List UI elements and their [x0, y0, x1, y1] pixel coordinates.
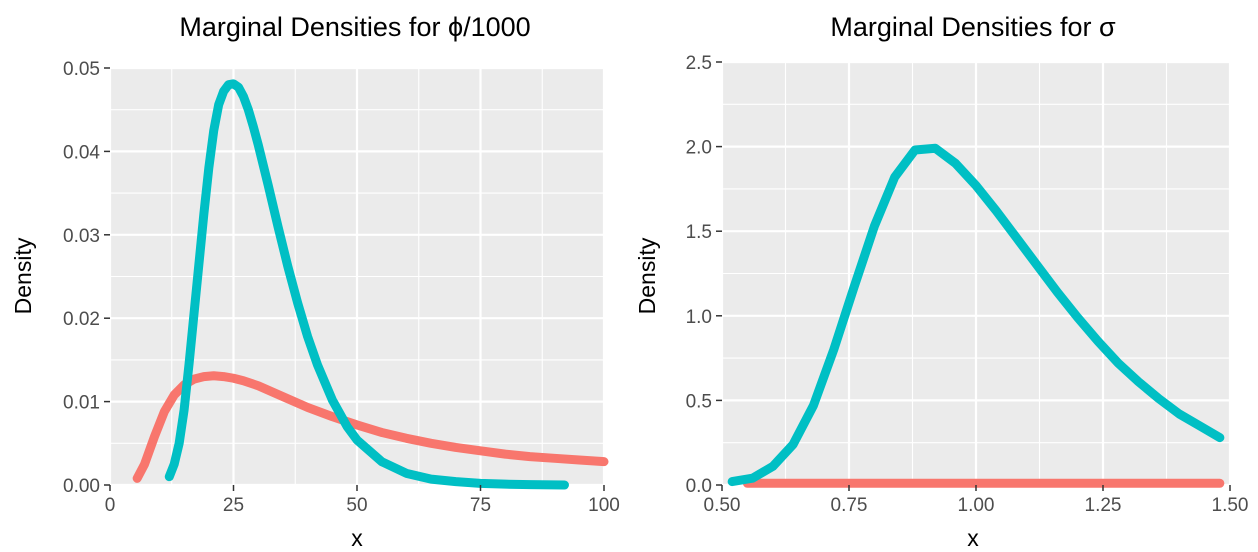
y-tick-label: 0.00: [63, 476, 100, 497]
x-tick-label: 75: [470, 495, 491, 516]
y-tick-label: 1.0: [686, 307, 712, 328]
y-tick-label: 0.05: [63, 59, 100, 80]
x-tick-label: 1.00: [958, 495, 995, 516]
density-line-series-1: [132, 371, 609, 483]
y-tick-label: 0.01: [63, 393, 100, 414]
y-tick-label: 0.0: [686, 476, 712, 497]
x-axis-title: x: [351, 525, 363, 551]
x-tick-label: 50: [346, 495, 367, 516]
y-tick-label: 0.02: [63, 309, 100, 330]
x-axis-title: x: [967, 525, 979, 551]
y-tick-label: 2.5: [686, 53, 712, 74]
x-tick-label: 0.50: [704, 495, 741, 516]
x-tick-label: 1.25: [1085, 495, 1122, 516]
density-line-series-2: [727, 143, 1225, 487]
y-tick-label: 0.5: [686, 391, 712, 412]
density-line-series-2: [164, 79, 569, 490]
y-axis-title: Density: [10, 237, 36, 314]
x-tick-label: 0.75: [831, 495, 868, 516]
y-tick-label: 2.0: [686, 138, 712, 159]
x-tick-label: 1.50: [1212, 495, 1249, 516]
y-tick-label: 1.5: [686, 222, 712, 243]
density-chart-sigma: Marginal Densities for σ 0.50 0.75 1.00 1.2…: [634, 12, 1248, 551]
y-tick-label: 0.04: [63, 142, 100, 163]
y-tick-label: 0.03: [63, 226, 100, 247]
x-tick-label: 0: [105, 495, 116, 516]
y-axis-title: Density: [634, 237, 660, 314]
chart-title: Marginal Densities for σ: [830, 12, 1116, 42]
x-tick-label: 25: [223, 495, 244, 516]
chart-title: Marginal Densities for ϕ/1000: [179, 12, 530, 42]
x-tick-label: 100: [588, 495, 620, 516]
density-chart-phi: Marginal Densities for ϕ/1000 0 25 50 75 100…: [10, 12, 620, 551]
